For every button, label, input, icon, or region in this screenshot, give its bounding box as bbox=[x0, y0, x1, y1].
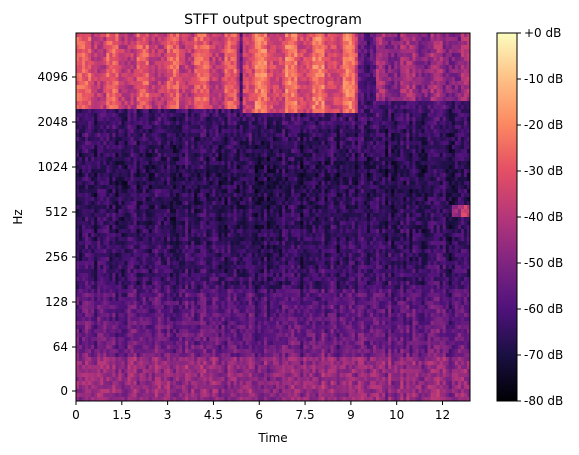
y-tick-label: 0 bbox=[60, 384, 68, 398]
chart-title: STFT output spectrogram bbox=[184, 12, 362, 28]
x-tick-label: 10 bbox=[389, 408, 404, 422]
x-tick-label: 9 bbox=[347, 408, 355, 422]
x-tick-label: 4.5 bbox=[204, 408, 223, 422]
plot-frame bbox=[75, 32, 471, 402]
colorbar-tick-label: -40 dB bbox=[524, 210, 563, 224]
x-tick-label: 0 bbox=[72, 408, 80, 422]
x-axis-ticks: 0 1.5 3 4.5 6 7.5 9 10 12 bbox=[72, 401, 450, 422]
x-tick-label: 12 bbox=[435, 408, 450, 422]
x-tick-label: 1.5 bbox=[112, 408, 131, 422]
colorbar-tick-label: -10 dB bbox=[524, 72, 563, 86]
colorbar-tick-label: -80 dB bbox=[524, 394, 563, 408]
x-tick-label: 3 bbox=[164, 408, 172, 422]
y-tick-label: 4096 bbox=[37, 70, 68, 84]
y-tick-label: 256 bbox=[45, 250, 68, 264]
colorbar-tick-label: -30 dB bbox=[524, 164, 563, 178]
y-tick-label: 2048 bbox=[37, 115, 68, 129]
y-axis-ticks: 0 64 128 256 512 1024 2048 4096 bbox=[37, 70, 76, 398]
x-axis-label: Time bbox=[257, 431, 287, 445]
x-tick-label: 6 bbox=[255, 408, 263, 422]
colorbar-tick-label: +0 dB bbox=[524, 26, 561, 40]
colorbar bbox=[496, 32, 518, 402]
colorbar-ticks: +0 dB -10 dB -20 dB -30 dB -40 dB -50 dB -60 d… bbox=[517, 26, 563, 408]
colorbar-tick-label: -70 dB bbox=[524, 348, 563, 362]
y-tick-label: 512 bbox=[45, 205, 68, 219]
y-axis-label: Hz bbox=[11, 209, 25, 224]
colorbar-tick-label: -20 dB bbox=[524, 118, 563, 132]
colorbar-tick-label: -50 dB bbox=[524, 256, 563, 270]
x-tick-label: 7.5 bbox=[296, 408, 315, 422]
spectrogram-heatmap bbox=[76, 33, 470, 401]
colorbar-tick-label: -60 dB bbox=[524, 302, 563, 316]
y-tick-label: 128 bbox=[45, 295, 68, 309]
y-tick-label: 1024 bbox=[37, 160, 68, 174]
y-tick-label: 64 bbox=[53, 340, 68, 354]
